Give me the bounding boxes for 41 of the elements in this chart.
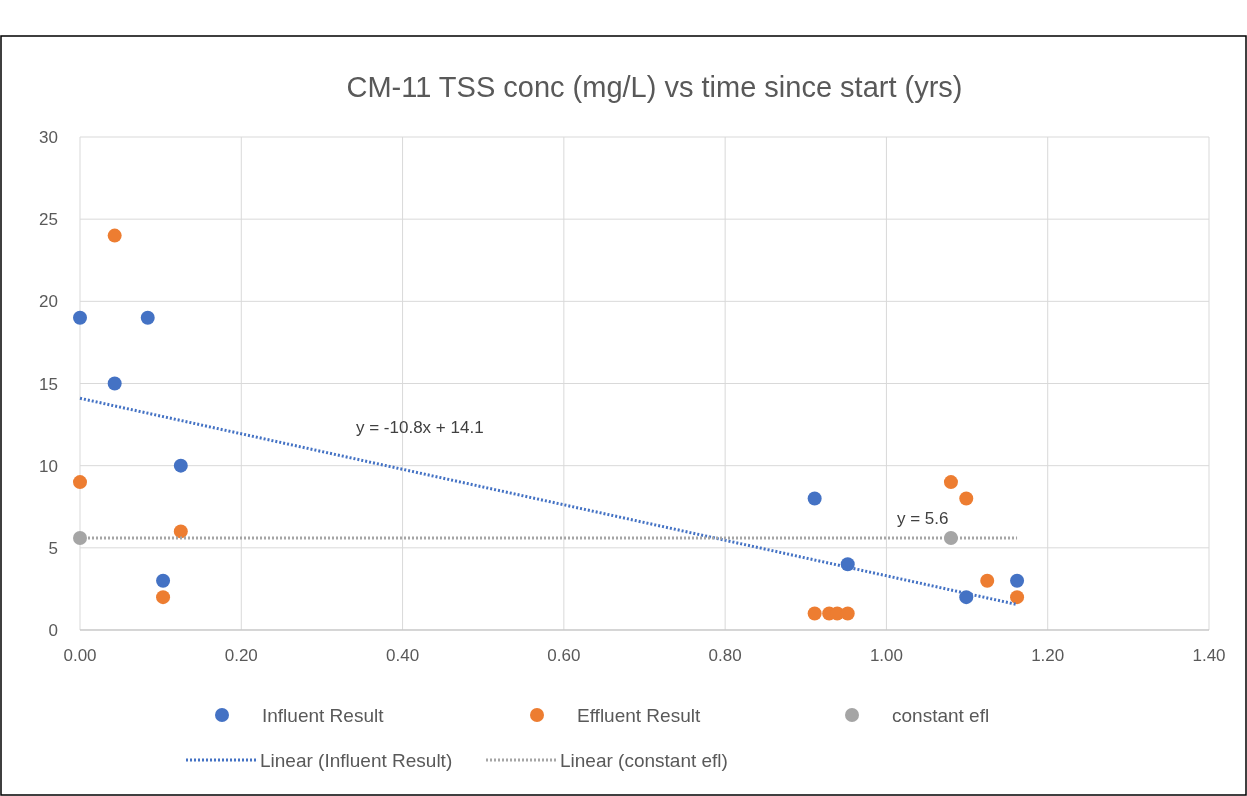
point <box>959 491 974 506</box>
y-tick-label: 0 <box>48 621 58 640</box>
legend-label: Linear (constant efl) <box>560 750 728 771</box>
annotation: y = 5.6 <box>897 509 949 528</box>
y-tick-label: 25 <box>39 210 58 230</box>
legend-label: Linear (Influent Result) <box>260 750 453 771</box>
point <box>156 590 171 605</box>
point <box>156 573 171 588</box>
point <box>173 458 188 473</box>
x-tick-label: 0.40 <box>386 646 420 665</box>
annotation: y = -10.8x + 14.1 <box>356 418 484 437</box>
y-tick-label: 20 <box>39 292 58 312</box>
point <box>943 475 958 490</box>
x-tick-label: 0.80 <box>708 646 742 665</box>
point <box>1010 590 1025 605</box>
point <box>73 530 87 545</box>
point <box>840 606 855 621</box>
point <box>1010 573 1025 588</box>
legend-label: constant efl <box>892 705 990 726</box>
legend-label: Influent Result <box>262 705 385 726</box>
point <box>107 376 122 391</box>
point <box>173 524 188 539</box>
y-tick-label: 5 <box>48 538 58 558</box>
x-tick-label: 1.20 <box>1031 646 1065 665</box>
chart-title: CM-11 TSS conc (mg/L) vs time since start (yrs) <box>346 71 963 103</box>
x-tick-label: 0.60 <box>547 646 581 665</box>
y-tick-label: 15 <box>39 374 58 394</box>
x-tick-label: 0.00 <box>63 646 97 665</box>
legend-label: Effluent Result <box>577 705 701 726</box>
point <box>980 573 995 588</box>
point <box>140 310 155 325</box>
y-tick-label: 30 <box>39 128 58 147</box>
point <box>807 606 822 621</box>
x-tick-label: 1.00 <box>869 646 903 665</box>
point <box>73 475 87 490</box>
y-tick-label: 10 <box>39 456 58 476</box>
point <box>807 491 822 506</box>
x-tick-label: 1.40 <box>1192 646 1226 665</box>
point <box>107 228 122 243</box>
x-tick-label: 0.20 <box>224 646 258 665</box>
point <box>73 310 87 325</box>
